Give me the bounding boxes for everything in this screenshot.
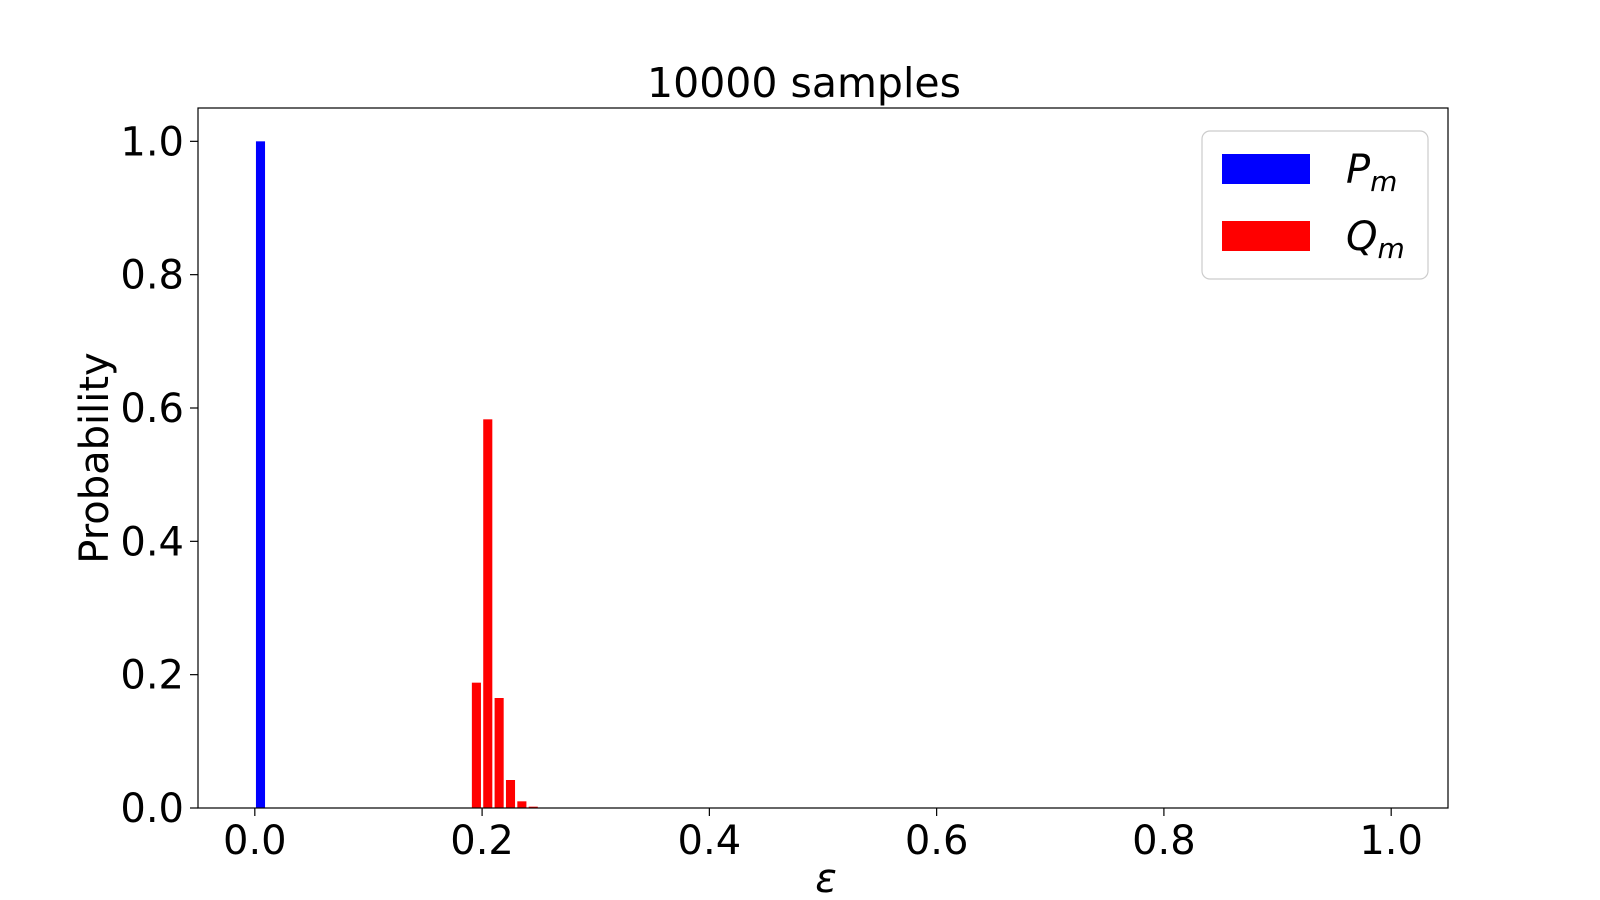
bar-q-1	[483, 419, 493, 808]
x-tick-label: 0.4	[678, 818, 742, 864]
bar-q-3	[505, 780, 516, 808]
y-tick-label: 1.0	[120, 119, 184, 165]
chart-title: 10000 samples	[647, 59, 961, 107]
x-axis-ticks: 0.0 0.2 0.4 0.6 0.8 1.0	[223, 808, 1423, 864]
x-tick-label: 0.6	[905, 818, 969, 864]
bar-q-4	[517, 801, 527, 808]
legend-swatch-p	[1222, 154, 1310, 184]
legend: Pm Qm	[1201, 130, 1429, 280]
x-tick-label: 0.2	[450, 818, 514, 864]
y-tick-label: 0.2	[120, 653, 184, 699]
y-axis-ticks: 0.0 0.2 0.4 0.6 0.8 1.0	[120, 119, 198, 832]
y-tick-label: 0.4	[120, 519, 184, 565]
y-tick-label: 0.6	[120, 386, 184, 432]
bar-p-0	[255, 141, 266, 808]
legend-label-p: Pm	[1346, 147, 1397, 198]
bars-group	[255, 141, 538, 808]
legend-swatch-q	[1222, 221, 1310, 251]
x-tick-label: 1.0	[1359, 818, 1423, 864]
x-tick-label: 0.8	[1132, 818, 1196, 864]
y-axis-label: Probability	[72, 352, 118, 563]
bar-q-2	[494, 698, 504, 808]
y-tick-label: 0.0	[120, 786, 184, 832]
legend-label-q: Qm	[1346, 214, 1405, 265]
bar-q-0	[471, 682, 481, 808]
plot-frame	[197, 107, 1449, 809]
x-axis-label: ε	[815, 856, 837, 900]
y-tick-label: 0.8	[120, 253, 184, 299]
x-tick-label: 0.0	[223, 818, 287, 864]
bar-q-5	[528, 806, 538, 808]
